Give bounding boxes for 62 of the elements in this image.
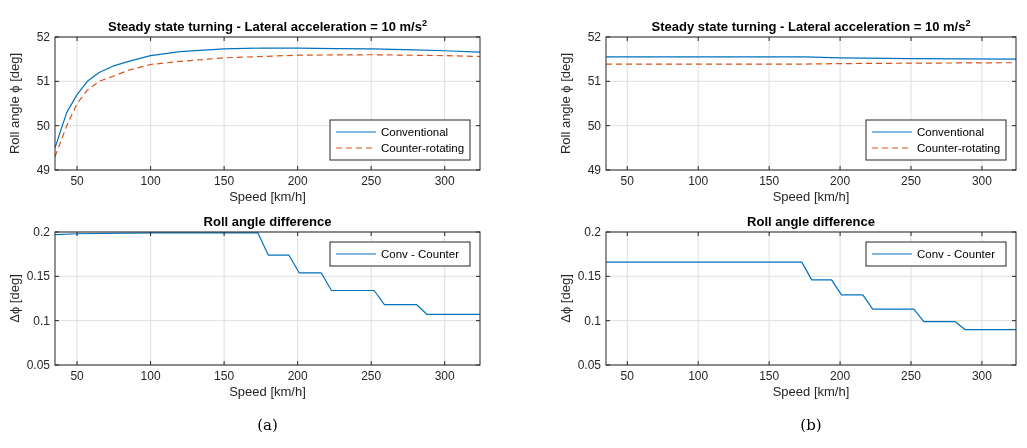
x-axis-title: Speed [km/h] bbox=[772, 189, 850, 204]
x-tick-label: 250 bbox=[361, 174, 382, 188]
y-axis-title: Roll angle ϕ [deg] bbox=[558, 52, 573, 155]
x-tick-label: 200 bbox=[287, 174, 308, 188]
x-tick-label: 100 bbox=[688, 174, 709, 188]
line-series bbox=[55, 232, 480, 316]
y-tick-label: 0.05 bbox=[26, 358, 51, 372]
y-tick-label: 0.1 bbox=[584, 313, 602, 328]
x-tick-label: 300 bbox=[971, 369, 993, 383]
x-tick-label: 50 bbox=[70, 174, 85, 188]
x-tick-label: 150 bbox=[759, 369, 780, 383]
x-tick-label: 250 bbox=[901, 174, 922, 188]
x-tick-label: 50 bbox=[620, 174, 635, 188]
y-tick-label: 52 bbox=[587, 30, 602, 44]
line-series bbox=[606, 261, 1016, 331]
y-axis-title: Roll angle ϕ [deg] bbox=[7, 52, 22, 155]
x-axis-title: Speed [km/h] bbox=[772, 384, 850, 399]
y-tick-label: 50 bbox=[587, 118, 602, 133]
chart-title: Roll angle difference bbox=[747, 214, 875, 229]
x-tick-label: 250 bbox=[901, 369, 922, 383]
text: (b) bbox=[800, 416, 822, 434]
x-tick-label: 300 bbox=[434, 369, 456, 383]
y-tick-label: 0.15 bbox=[577, 269, 602, 284]
x-tick-label: 200 bbox=[830, 369, 851, 383]
x-tick-label: 300 bbox=[971, 174, 993, 188]
x-tick-label: 250 bbox=[361, 369, 382, 383]
y-tick-label: 0.15 bbox=[26, 269, 51, 284]
y-axis-title: Δϕ [deg] bbox=[558, 274, 573, 323]
chart-title: Steady state turning - Lateral acceleration = 10 m/s$^{2}$ bbox=[651, 18, 971, 34]
x-axis-title: Speed [km/h] bbox=[229, 384, 306, 399]
legend-label: Conventional bbox=[381, 126, 449, 138]
x-tick-label: 200 bbox=[830, 174, 851, 188]
text: (a) bbox=[257, 416, 278, 434]
y-tick-label: 51 bbox=[36, 74, 51, 89]
y-tick-label: 52 bbox=[36, 30, 51, 44]
y-tick-label: 0.05 bbox=[577, 358, 602, 372]
x-tick-label: 300 bbox=[434, 174, 456, 188]
y-tick-label: 49 bbox=[587, 163, 602, 177]
y-tick-label: 50 bbox=[36, 118, 51, 133]
legend-label: Conv - Counter bbox=[917, 248, 996, 260]
y-tick-label: 0.2 bbox=[33, 225, 51, 239]
y-tick-label: 0.1 bbox=[33, 313, 51, 328]
x-tick-label: 50 bbox=[70, 369, 85, 383]
x-axis-title: Speed [km/h] bbox=[229, 189, 306, 204]
chart-title: Steady state turning - Lateral acceleration = 10 m/s$^{2}$ bbox=[108, 18, 427, 34]
y-axis-title: Δϕ [deg] bbox=[7, 274, 22, 323]
x-tick-label: 100 bbox=[688, 369, 709, 383]
x-tick-label: 100 bbox=[140, 174, 161, 188]
x-tick-label: 200 bbox=[287, 369, 308, 383]
legend-label: Counter-rotating bbox=[917, 142, 1001, 154]
y-tick-label: 0.2 bbox=[584, 225, 602, 239]
legend-label: Conventional bbox=[917, 126, 985, 138]
chart-title: Roll angle difference bbox=[203, 214, 332, 229]
legend-label: Counter-rotating bbox=[381, 142, 465, 154]
x-tick-label: 150 bbox=[214, 369, 235, 383]
y-tick-label: 51 bbox=[587, 74, 602, 89]
x-tick-label: 150 bbox=[214, 174, 235, 188]
x-tick-label: 150 bbox=[759, 174, 780, 188]
x-tick-label: 50 bbox=[620, 369, 635, 383]
legend-label: Conv - Counter bbox=[381, 248, 460, 260]
x-tick-label: 100 bbox=[140, 369, 161, 383]
y-tick-label: 49 bbox=[36, 163, 51, 177]
